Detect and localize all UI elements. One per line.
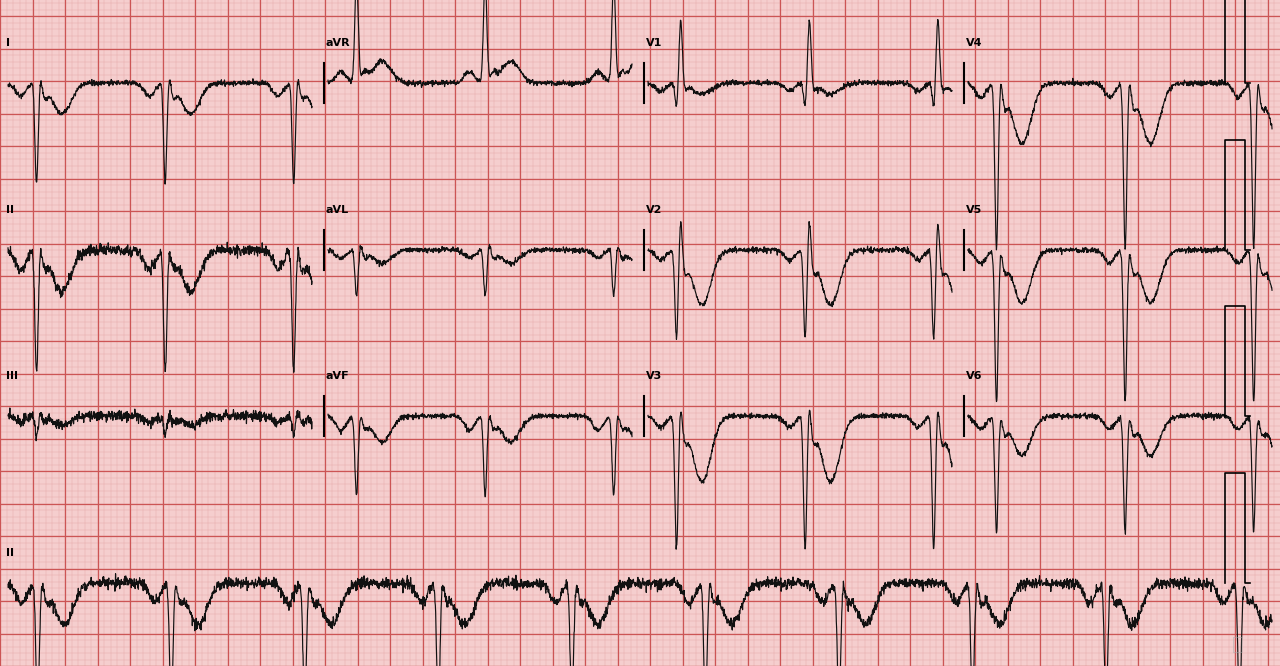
Text: V3: V3 (646, 371, 662, 381)
Text: V5: V5 (966, 205, 982, 215)
Text: aVR: aVR (326, 38, 351, 48)
Text: aVL: aVL (326, 205, 349, 215)
Text: V2: V2 (646, 205, 662, 215)
Text: II: II (6, 548, 14, 558)
Text: aVF: aVF (326, 371, 349, 381)
Text: II: II (6, 205, 14, 215)
Text: V1: V1 (646, 38, 662, 48)
Text: I: I (6, 38, 10, 48)
Text: III: III (6, 371, 18, 381)
Text: V6: V6 (966, 371, 983, 381)
Text: 🦜: 🦜 (1233, 635, 1244, 653)
Text: V4: V4 (966, 38, 983, 48)
